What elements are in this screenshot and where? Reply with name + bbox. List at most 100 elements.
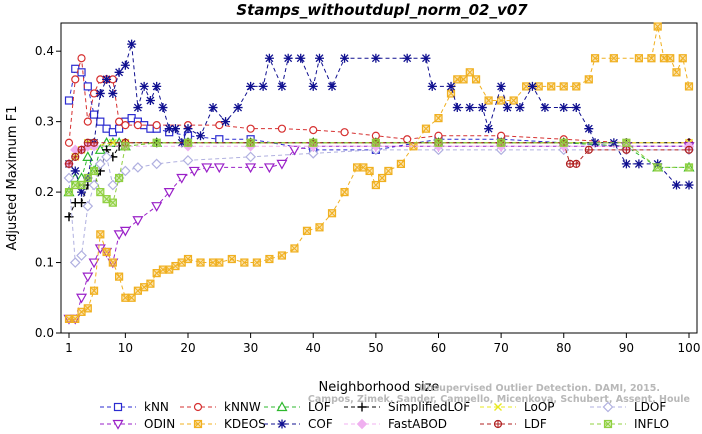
x-tick-label: 70 bbox=[493, 341, 508, 355]
series-line bbox=[69, 145, 689, 320]
data-point bbox=[89, 110, 99, 119]
data-point bbox=[590, 138, 600, 148]
data-point-cross bbox=[509, 96, 518, 105]
data-point-cross bbox=[253, 258, 261, 267]
legend-label: LDF bbox=[524, 417, 547, 431]
data-point bbox=[83, 82, 92, 91]
chart-title: Stamps_withoutdupl_norm_02_v07 bbox=[236, 1, 528, 19]
legend-label: LDOF bbox=[634, 400, 666, 414]
y-tick-label: 0.2 bbox=[35, 185, 54, 199]
data-point bbox=[494, 403, 502, 411]
data-point bbox=[193, 402, 203, 412]
x-tick-label: 60 bbox=[431, 341, 446, 355]
data-point-cross bbox=[196, 258, 205, 267]
data-point bbox=[357, 402, 367, 412]
data-point bbox=[96, 117, 105, 126]
data-point-cross bbox=[372, 181, 380, 189]
data-point-cross bbox=[685, 146, 693, 154]
data-point bbox=[277, 124, 287, 133]
legend-item-ldof: LDOF bbox=[590, 400, 666, 414]
legend-label: kNN bbox=[144, 400, 169, 414]
data-point bbox=[88, 179, 100, 191]
data-point-cross bbox=[372, 138, 380, 147]
x-tick-label: 100 bbox=[678, 341, 701, 355]
data-point bbox=[527, 81, 537, 91]
watermark-line-2: Unsupervised Outlier Detection. DAMI, 20… bbox=[419, 383, 660, 394]
x-tick-label: 80 bbox=[556, 341, 571, 355]
data-point-cross bbox=[152, 138, 161, 147]
data-point-cross bbox=[108, 258, 117, 267]
series-cof bbox=[64, 39, 694, 197]
data-point bbox=[64, 96, 74, 105]
data-point bbox=[108, 138, 117, 147]
data-point-cross bbox=[90, 139, 98, 147]
data-point bbox=[88, 258, 100, 269]
legend-label: LOF bbox=[308, 400, 331, 414]
data-point-cross bbox=[290, 244, 299, 253]
data-point bbox=[371, 53, 381, 63]
data-point bbox=[163, 187, 175, 198]
x-tick-label: 40 bbox=[306, 341, 321, 355]
data-point-cross bbox=[78, 146, 86, 154]
data-point bbox=[465, 103, 475, 113]
data-point bbox=[327, 81, 337, 91]
data-point bbox=[571, 103, 581, 113]
data-point bbox=[152, 121, 161, 130]
data-point bbox=[182, 155, 194, 166]
data-point bbox=[69, 257, 81, 268]
legend-item-kdeos: KDEOS bbox=[180, 417, 266, 431]
data-point-cross bbox=[83, 174, 92, 182]
data-point bbox=[602, 401, 614, 413]
data-point-cross bbox=[572, 160, 580, 168]
data-point bbox=[77, 68, 86, 77]
data-point-cross bbox=[227, 255, 236, 263]
data-point-cross bbox=[121, 142, 130, 151]
data-point bbox=[188, 166, 200, 177]
data-point bbox=[158, 103, 168, 113]
data-point-cross bbox=[422, 124, 430, 133]
data-point bbox=[484, 124, 494, 134]
legend-item-inflo: INFLO bbox=[590, 417, 669, 431]
data-point-cross bbox=[184, 138, 192, 147]
data-point-cross bbox=[447, 89, 455, 98]
data-point-cross bbox=[90, 286, 98, 295]
data-point-cross bbox=[685, 163, 693, 172]
data-point-cross bbox=[434, 114, 443, 122]
data-point bbox=[64, 138, 74, 147]
x-axis-label: Neighborhood size bbox=[319, 380, 440, 395]
x-tick-label: 90 bbox=[619, 341, 634, 355]
data-point bbox=[340, 53, 350, 63]
data-point bbox=[283, 53, 293, 63]
data-point bbox=[145, 96, 155, 105]
y-tick-label: 0.4 bbox=[35, 44, 54, 58]
data-point-cross bbox=[604, 420, 612, 428]
data-point bbox=[121, 121, 130, 130]
data-point-cross bbox=[378, 174, 386, 182]
data-point-cross bbox=[522, 82, 531, 91]
data-point-cross bbox=[472, 75, 480, 84]
data-point-cross bbox=[77, 181, 86, 189]
data-point-cross bbox=[459, 75, 468, 84]
data-point bbox=[315, 53, 325, 63]
data-point bbox=[77, 187, 87, 197]
data-point-cross bbox=[585, 146, 593, 154]
data-point bbox=[76, 250, 87, 261]
data-point bbox=[132, 216, 144, 226]
data-point bbox=[221, 117, 231, 127]
data-point-cross bbox=[90, 167, 98, 175]
data-point bbox=[452, 103, 462, 113]
data-point bbox=[356, 418, 368, 430]
legend-item-odin: ODIN bbox=[100, 417, 175, 431]
series-inflo bbox=[64, 138, 694, 207]
data-point-cross bbox=[497, 96, 505, 105]
legend-label: SimplifiedLOF bbox=[388, 400, 470, 414]
data-point bbox=[133, 103, 143, 113]
legend-item-cof: COF bbox=[264, 417, 333, 431]
data-point-cross bbox=[409, 142, 418, 151]
data-point bbox=[95, 88, 105, 98]
data-point bbox=[132, 162, 144, 173]
y-tick-label: 0.3 bbox=[35, 115, 54, 129]
data-point-cross bbox=[534, 82, 543, 91]
data-point bbox=[634, 159, 644, 169]
data-point-cross bbox=[653, 163, 662, 172]
